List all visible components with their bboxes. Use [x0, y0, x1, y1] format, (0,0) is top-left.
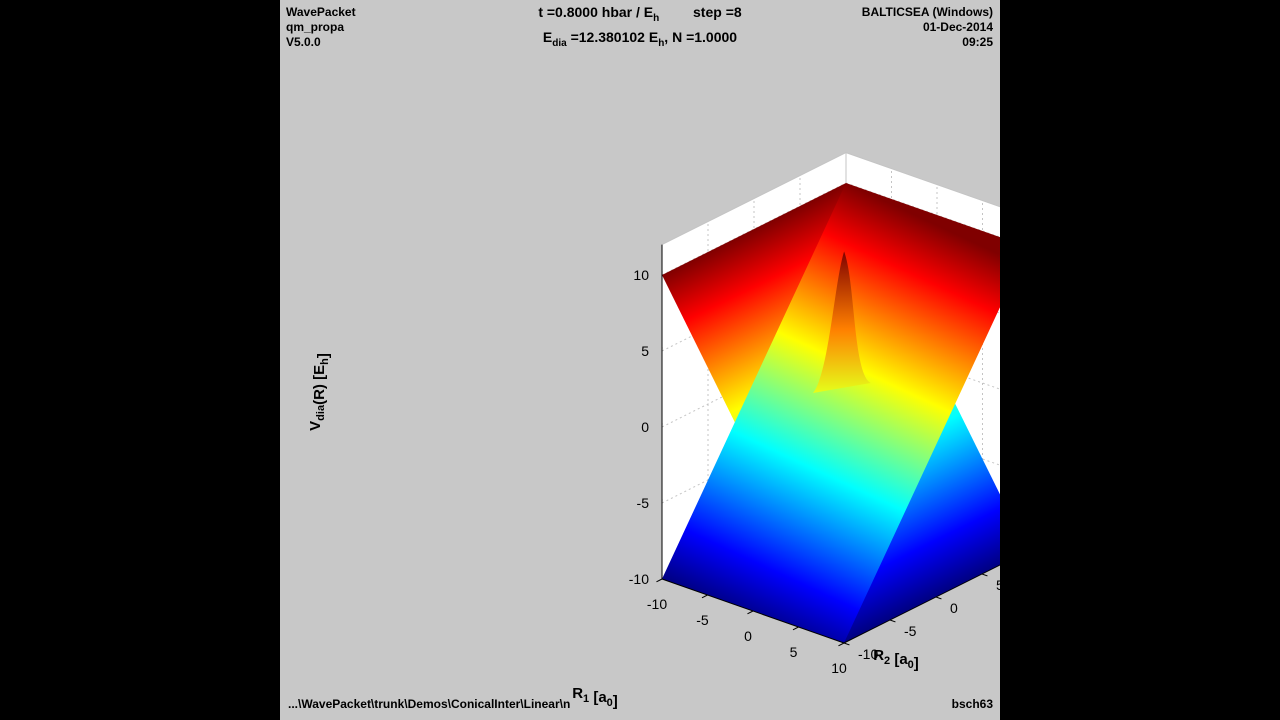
program-module: qm_propa: [286, 20, 345, 34]
y-tick-label: 0: [950, 600, 958, 616]
z-tick-label: -5: [637, 495, 650, 511]
host-name: BALTICSEA (Windows): [861, 5, 993, 19]
potential-surfaces: [662, 183, 1000, 643]
program-name: WavePacket: [286, 5, 356, 19]
y-tick-label: -5: [904, 623, 917, 639]
time-unit-sub: h: [653, 12, 660, 24]
host-info: BALTICSEA (Windows) 01-Dec-2014 09:25: [862, 5, 993, 50]
z-tick-label: 5: [641, 343, 649, 359]
x-tick: [838, 642, 845, 647]
norm-text: , N =1.0000: [664, 28, 738, 45]
x-tick-label: 10: [831, 660, 847, 676]
run-date: 01-Dec-2014: [922, 20, 993, 34]
title-line-2: Edia =12.380102 Eh, N =1.0000: [280, 28, 1000, 53]
energy-prefix-sub: dia: [552, 37, 567, 49]
wavepacket-peak: [813, 251, 871, 393]
x-tick-label: -10: [647, 596, 667, 612]
grid-line: [661, 182, 847, 276]
y-tick: [889, 619, 896, 623]
z-axis-label: Vdia(R) [Eh]: [307, 353, 332, 431]
program-info: WavePacket qm_propa V5.0.0: [286, 5, 356, 50]
potential-surface: [662, 183, 1000, 643]
x-tick-label: 5: [790, 644, 798, 660]
x-tick-label: -5: [696, 612, 709, 628]
footer-path: ...\WavePacket\trunk\Demos\ConicalInter\…: [288, 697, 571, 711]
x-tick: [792, 626, 799, 631]
z-tick-label: -10: [629, 571, 649, 587]
z-tick-label: 0: [641, 419, 649, 435]
plot-title: t =0.8000 hbar / Eh step =8 Edia =12.380…: [280, 3, 1000, 53]
y-axis-label: R2 [a0]: [873, 647, 919, 672]
y-tick: [981, 573, 988, 577]
y-tick: [935, 596, 942, 600]
box-edge: [661, 152, 847, 246]
footer-user: bsch63: [951, 697, 993, 711]
energy-value: =12.380102 E: [566, 28, 659, 45]
figure-window: WavePacket qm_propa V5.0.0 t =0.8000 hba…: [280, 0, 1000, 720]
x-axis-label: R1 [a0]: [572, 685, 618, 710]
program-version: V5.0.0: [286, 35, 321, 49]
title-line-1: t =0.8000 hbar / Eh step =8: [280, 3, 1000, 28]
run-time: 09:25: [962, 35, 993, 49]
y-tick-label: -10: [858, 646, 878, 662]
x-tick-label: 0: [744, 628, 752, 644]
x-tick: [656, 578, 663, 583]
y-tick: [843, 642, 850, 646]
energy-prefix: E: [542, 28, 553, 45]
axis-labels: Vdia(R) [Eh] R1 [a0] R2 [a0]: [307, 353, 919, 710]
time-text: t =0.8000 hbar / E: [538, 4, 654, 20]
y-tick-label: 5: [996, 577, 1000, 593]
x-tick: [701, 594, 708, 599]
energy-unit-sub: h: [658, 37, 665, 49]
step-text: step =8: [693, 4, 742, 20]
z-tick-label: 10: [633, 267, 649, 283]
x-tick: [747, 610, 754, 615]
box-edge: [845, 152, 1000, 208]
